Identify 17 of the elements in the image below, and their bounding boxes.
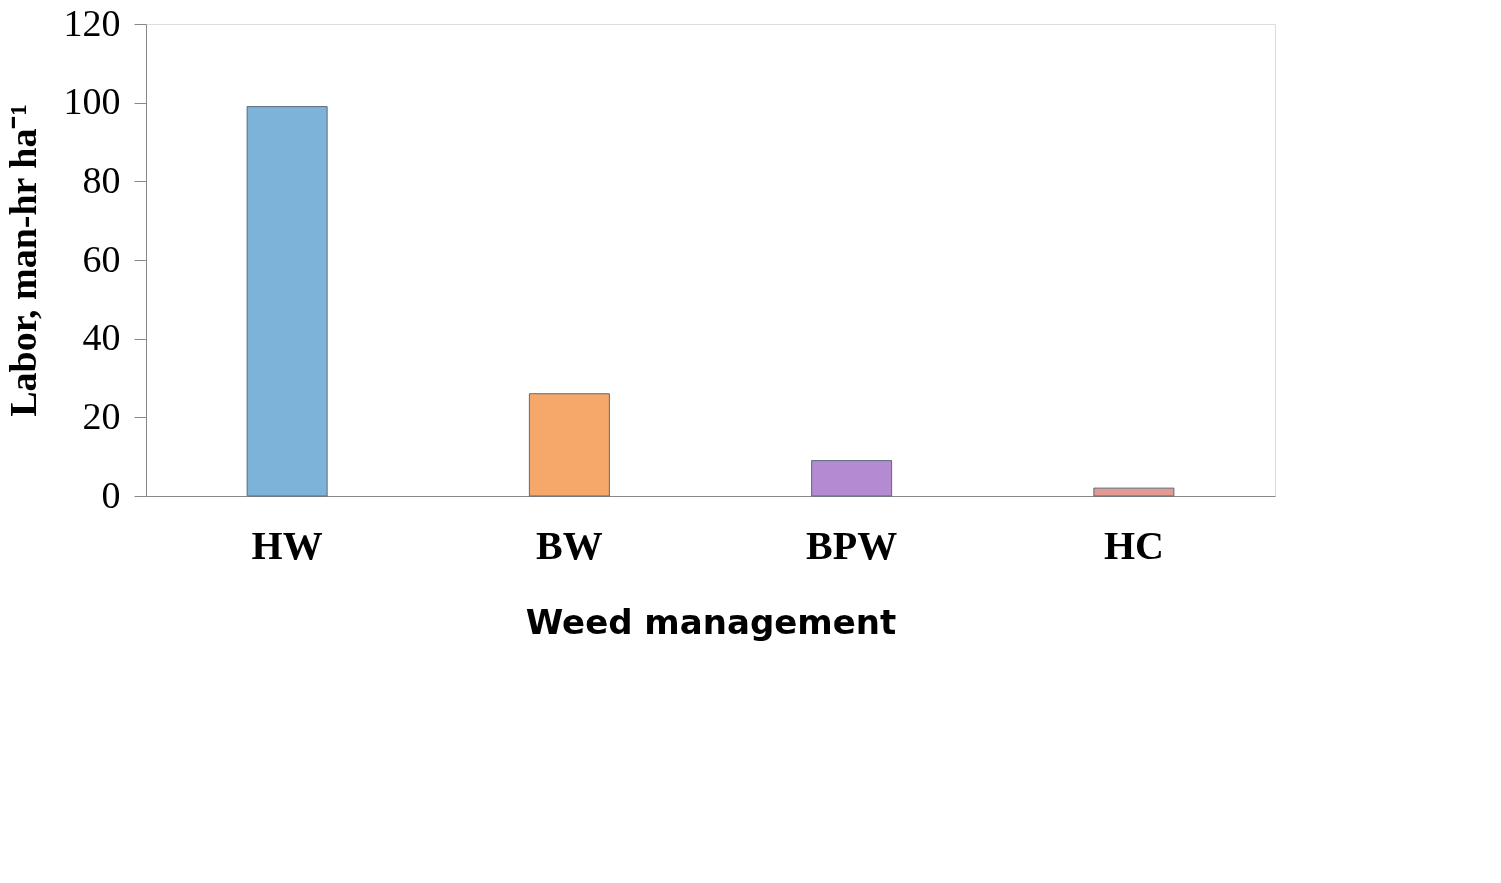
x-tick-label: BPW — [806, 522, 898, 568]
y-tick-label: 20 — [82, 394, 121, 437]
bar — [528, 393, 610, 497]
y-axis-title: Labor, man-hr ha⁻¹ — [1, 104, 44, 417]
x-tick-label: HW — [251, 522, 323, 568]
x-tick-label: BW — [536, 522, 603, 568]
bar — [246, 106, 328, 497]
y-tick-label: 100 — [63, 80, 121, 123]
y-tick-label: 40 — [82, 316, 121, 359]
bar — [811, 460, 893, 497]
y-tick-label: 0 — [101, 473, 121, 516]
x-axis-title: Weed management — [525, 601, 897, 642]
y-tick-label: 60 — [82, 237, 121, 280]
bar — [1093, 487, 1175, 497]
y-tick-label: 80 — [82, 158, 121, 201]
x-tick-label: HC — [1103, 522, 1164, 568]
y-tick-label: 120 — [63, 1, 121, 44]
